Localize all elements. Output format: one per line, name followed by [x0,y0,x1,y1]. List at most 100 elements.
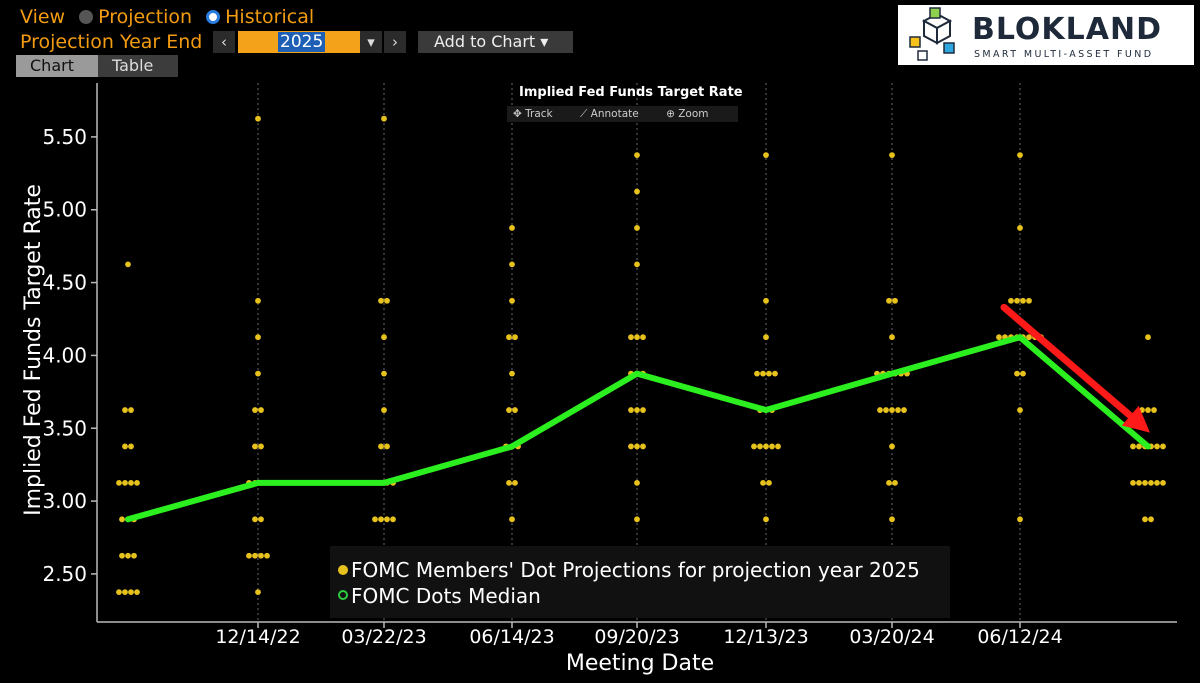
track-tool[interactable]: ✥ Track [513,108,553,120]
fomc-dot [760,479,766,486]
fomc-dot [252,407,258,413]
fomc-dot [255,589,261,596]
fomc-dot [1014,297,1020,304]
fomc-dot [378,443,384,450]
fomc-dot [509,370,515,377]
fomc-dot [1142,479,1148,486]
fomc-dot [1151,407,1157,413]
fomc-dot [258,443,264,450]
fomc-dot [119,516,125,523]
track-label: Track [525,108,553,120]
fomc-dot [628,443,634,450]
legend-median-label: FOMC Dots Median [351,584,541,608]
historical-label[interactable]: Historical [225,6,315,28]
annotate-tool[interactable]: ⟋ Annotate [579,108,639,120]
historical-radio-icon[interactable] [206,10,221,24]
fomc-dot [122,479,128,486]
zoom-tool[interactable]: ⊕ Zoom [666,108,709,120]
fomc-dot [252,443,258,450]
fomc-dot [769,443,775,450]
fomc-dot [122,589,128,596]
fomc-dot [384,297,390,304]
fomc-dot [1145,334,1151,341]
fomc-dot [886,297,892,304]
fomc-dot [509,297,515,304]
fomc-dot [128,479,134,486]
next-year-button[interactable]: › [384,31,406,53]
fomc-dot [131,552,137,559]
fomc-dot [634,479,640,486]
year-end-field[interactable]: 2025 [238,31,360,53]
fomc-dot [775,443,781,450]
projection-radio-icon[interactable] [79,10,94,24]
fomc-dot [252,516,258,523]
fomc-dot [381,115,387,122]
fomc-dot [889,334,895,341]
prev-year-button[interactable]: ‹ [213,31,235,53]
fomc-dot [1130,443,1136,450]
chart-legend: FOMC Members' Dot Projections for projec… [330,546,950,618]
fomc-dot [1017,516,1023,523]
x-tick-label: 12/13/23 [723,626,808,648]
legend-ring-icon [338,590,348,600]
fomc-dot [640,443,646,450]
tab-chart[interactable]: Chart [16,55,98,77]
fomc-dot [1026,334,1032,341]
legend-item-median[interactable]: FOMC Dots Median [338,584,541,608]
logo-tagline: SMART MULTI-ASSET FUND [974,49,1154,60]
fomc-dot [757,443,763,450]
fomc-dot [509,516,515,523]
x-axis-label: Meeting Date [566,651,714,676]
fomc-dot [628,407,634,413]
fomc-dot [384,516,390,523]
fomc-dot [772,370,778,377]
tab-table[interactable]: Table [98,55,178,77]
trend-arrow-head [1121,405,1150,433]
projection-label[interactable]: Projection [98,6,193,28]
fomc-dot [766,479,772,486]
legend-item-dots[interactable]: FOMC Members' Dot Projections for projec… [338,558,920,582]
add-to-chart-label: Add to Chart [434,32,536,51]
add-to-chart-button[interactable]: Add to Chart ▾ [418,31,573,53]
fomc-dot [506,334,512,341]
fomc-dot [886,479,892,486]
fomc-dot [634,334,640,341]
fomc-dot [1017,152,1023,159]
y-axis-label: Implied Fed Funds Target Rate [21,184,46,516]
fomc-dot [122,407,128,413]
fomc-dot [116,589,122,596]
fomc-dot [255,334,261,341]
x-tick-label: 06/12/24 [977,626,1062,648]
zoom-label: Zoom [678,108,709,120]
y-tick-label: 2.50 [42,562,87,586]
fomc-dot [640,334,646,341]
fomc-dot [634,516,640,523]
blokland-logo: BLOKLAND SMART MULTI-ASSET FUND [898,5,1194,65]
fomc-dot [1026,297,1032,304]
y-tick-label: 4.50 [42,271,87,295]
fomc-dot [763,516,769,523]
fomc-dot [125,552,131,559]
fomc-dot [901,407,907,413]
fomc-dot [378,516,384,523]
fomc-dot [634,152,640,159]
fomc-dot [264,552,270,559]
annotate-label: Annotate [590,108,639,120]
year-dropdown-button[interactable]: ▾ [360,31,382,53]
fomc-dot [384,443,390,450]
fomc-dot [509,261,515,268]
fomc-dot [255,297,261,304]
fomc-dot [128,589,134,596]
fomc-dot [1008,297,1014,304]
cube-logo-icon [909,7,955,61]
fomc-dot [125,261,131,268]
x-tick-label: 12/14/22 [215,626,300,648]
fomc-dot [1154,443,1160,450]
view-label: View [20,6,66,28]
fomc-dot [628,334,634,341]
fomc-dot [1145,407,1151,413]
fomc-dot [1154,479,1160,486]
logo-wordmark: BLOKLAND [972,12,1163,47]
y-tick-label: 5.00 [42,198,87,222]
